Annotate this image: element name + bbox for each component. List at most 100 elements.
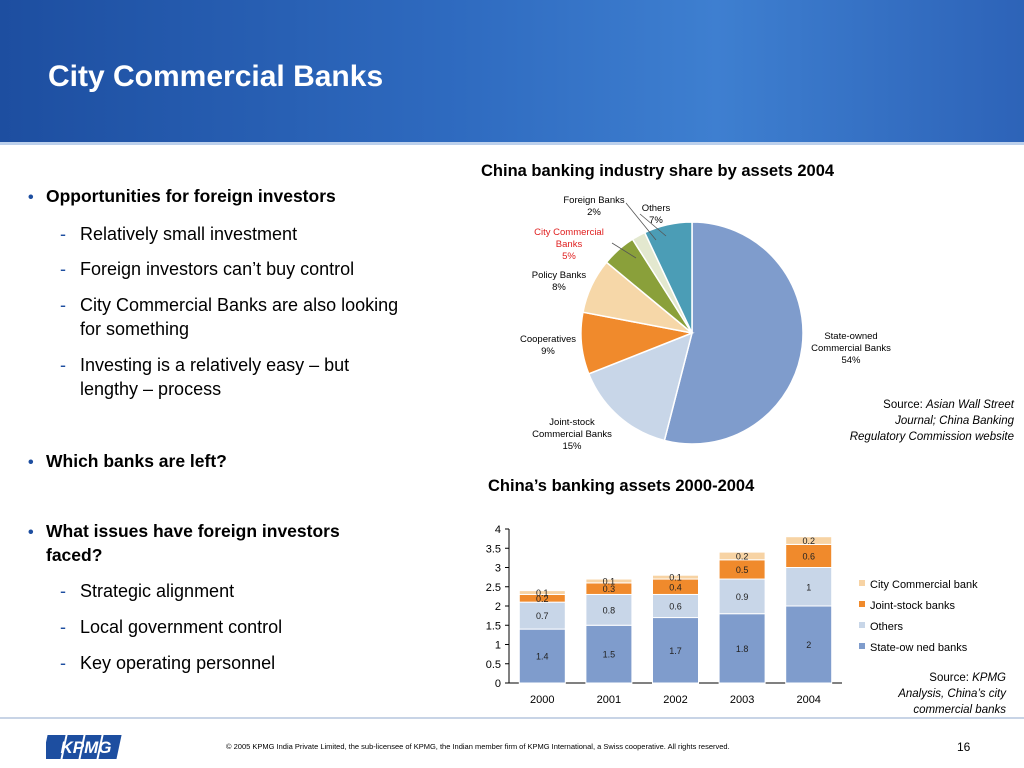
y-tick-label: 3	[495, 563, 501, 575]
legend-swatch	[859, 601, 865, 607]
bar-segment	[518, 590, 566, 595]
legend-swatch	[859, 580, 865, 586]
y-tick-label: 4	[495, 524, 501, 536]
pie-label-text: Banks	[555, 239, 583, 250]
page-number: 16	[957, 740, 971, 754]
bar-segment	[718, 551, 766, 561]
sub-bullet: - Key operating personnel	[60, 653, 275, 674]
bar-segment	[652, 617, 699, 684]
bar-data-label: 1.5	[603, 650, 616, 660]
pie-label-pct: 15%	[562, 441, 582, 452]
bar-data-label: 0.6	[802, 551, 815, 561]
source-line: Source: KPMG	[800, 670, 1006, 686]
dash-icon: -	[60, 653, 66, 673]
bar-segment	[718, 559, 766, 580]
bar-segment	[785, 543, 833, 569]
pie-slice	[605, 238, 693, 334]
copyright-text: © 2005 KPMG India Private Limited, the s…	[226, 742, 730, 751]
bar-data-label: 0.1	[669, 573, 682, 583]
sub-bullet-text: Relatively small investment	[80, 224, 298, 244]
bar-data-label: 1.7	[669, 646, 682, 656]
bullet-1-text: Opportunities for foreign investors	[46, 186, 336, 206]
pie-label-text: Cooperatives	[520, 334, 576, 345]
bar-data-label: 2	[806, 640, 811, 650]
bar-segment	[518, 593, 566, 603]
pie-label-text: Commercial Banks	[532, 429, 612, 440]
pie-label-text: City Commercial	[534, 227, 604, 238]
header-banner	[0, 0, 1024, 145]
source-line: Journal; China Banking	[800, 413, 1014, 429]
legend-swatch	[859, 643, 865, 649]
source-text: Regulatory Commission website	[849, 431, 1014, 443]
bullet-2: • Which banks are left?	[28, 451, 227, 472]
bar-source-note: Source: KPMG Analysis, China’s city comm…	[800, 670, 1006, 718]
source-line: Analysis, China’s city	[800, 686, 1006, 702]
bar-segment	[785, 536, 833, 545]
source-text: commercial banks	[913, 704, 1006, 716]
legend-swatch	[859, 622, 865, 628]
legend-label: Joint-stock banks	[870, 600, 955, 612]
svg-text:KPMG: KPMG	[61, 738, 112, 757]
bar-data-label: 0.9	[736, 592, 749, 602]
pie-label-text: Others	[641, 203, 671, 214]
bar-data-label: 1.4	[536, 652, 549, 662]
pie-label-pct: 2%	[587, 207, 601, 218]
sub-bullet: - Local government control	[60, 617, 282, 638]
bar-data-label: 0.8	[603, 605, 616, 615]
y-tick-label: 2	[495, 601, 501, 613]
sub-bullet-text: Investing is a relatively easy – but	[80, 355, 350, 375]
y-tick-label: 2.5	[486, 582, 501, 594]
sub-bullet-text: Key operating personnel	[80, 653, 276, 673]
pie-label-pct: 9%	[541, 346, 555, 357]
bar-chart-title: China’s banking assets 2000-2004	[488, 477, 755, 495]
source-line: commercial banks	[800, 702, 1006, 718]
x-tick-label: 2002	[663, 694, 687, 706]
pie-label-text: Foreign Banks	[563, 195, 625, 206]
bar-data-label: 0.4	[669, 582, 682, 592]
bar-data-label: 0.1	[603, 576, 616, 586]
footer-divider	[0, 717, 1024, 719]
bullet-dot-icon: •	[28, 189, 34, 206]
x-tick-label: 2000	[530, 694, 554, 706]
pie-label-text: State-owned	[824, 331, 878, 342]
legend-label: Others	[870, 621, 904, 633]
dash-icon: -	[60, 355, 66, 375]
y-tick-label: 3.5	[486, 543, 501, 555]
y-tick-label: 1	[495, 640, 501, 652]
bar-segment	[718, 613, 766, 684]
bullet-3-text: What issues have foreign investors	[46, 521, 340, 541]
pie-slice	[580, 311, 695, 375]
pie-label-text: Commercial Banks	[811, 343, 891, 354]
pie-label-city-commercial: City Commercial Banks 5%	[526, 227, 612, 263]
dash-icon: -	[60, 617, 66, 637]
bar-segment	[518, 601, 566, 630]
bullet-1: • Opportunities for foreign investors	[28, 186, 336, 207]
pie-label-text: Joint-stock	[549, 417, 595, 428]
legend-label: State-ow ned banks	[870, 642, 968, 654]
pie-source-note: Source: Asian Wall Street Journal; China…	[800, 397, 1014, 445]
sub-bullet-text: Strategic alignment	[80, 581, 235, 601]
pie-chart-title: China banking industry share by assets 2…	[481, 162, 835, 180]
pie-label-text: Policy Banks	[531, 270, 587, 281]
dash-icon: -	[60, 581, 66, 601]
pie-label-state-owned: State-owned Commercial Banks 54%	[800, 331, 902, 367]
y-tick-label: 1.5	[486, 620, 501, 632]
pie-label-pct: 5%	[562, 251, 576, 262]
sub-bullet-text: Local government control	[80, 617, 283, 637]
sub-bullet: - Strategic alignment	[60, 581, 234, 602]
pie-slice	[631, 231, 693, 334]
x-tick-label: 2001	[597, 694, 621, 706]
pie-label-joint-stock: Joint-stock Commercial Banks 15%	[522, 417, 622, 453]
source-text: Journal; China Banking	[895, 415, 1014, 427]
bar-segment	[652, 574, 699, 580]
bar-data-label: 0.1	[536, 588, 549, 598]
pie-label-policy: Policy Banks 8%	[522, 270, 596, 294]
source-text: KPMG	[972, 672, 1006, 684]
sub-bullet-continuation: lengthy – process	[80, 379, 222, 399]
source-line: Source: Asian Wall Street	[800, 397, 1014, 413]
bar-data-label: 1.8	[736, 644, 749, 654]
pie-label-others: Others 7%	[630, 203, 682, 227]
sub-bullet: - Foreign investors can’t buy control	[60, 259, 354, 280]
bullet-3-continuation: faced?	[46, 545, 103, 565]
bar-data-label: 0.5	[736, 565, 749, 575]
